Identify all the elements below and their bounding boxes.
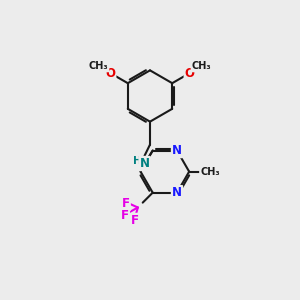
Text: CH₃: CH₃ (192, 61, 211, 71)
Text: N: N (172, 186, 182, 199)
Text: CH₃: CH₃ (200, 167, 220, 177)
Text: O: O (185, 67, 195, 80)
Text: H: H (134, 156, 142, 166)
Text: CH₃: CH₃ (89, 61, 108, 71)
Text: F: F (131, 214, 139, 227)
Text: N: N (140, 157, 150, 170)
Text: O: O (105, 67, 115, 80)
Text: F: F (122, 197, 130, 210)
Text: F: F (121, 209, 129, 222)
Text: N: N (172, 144, 182, 157)
